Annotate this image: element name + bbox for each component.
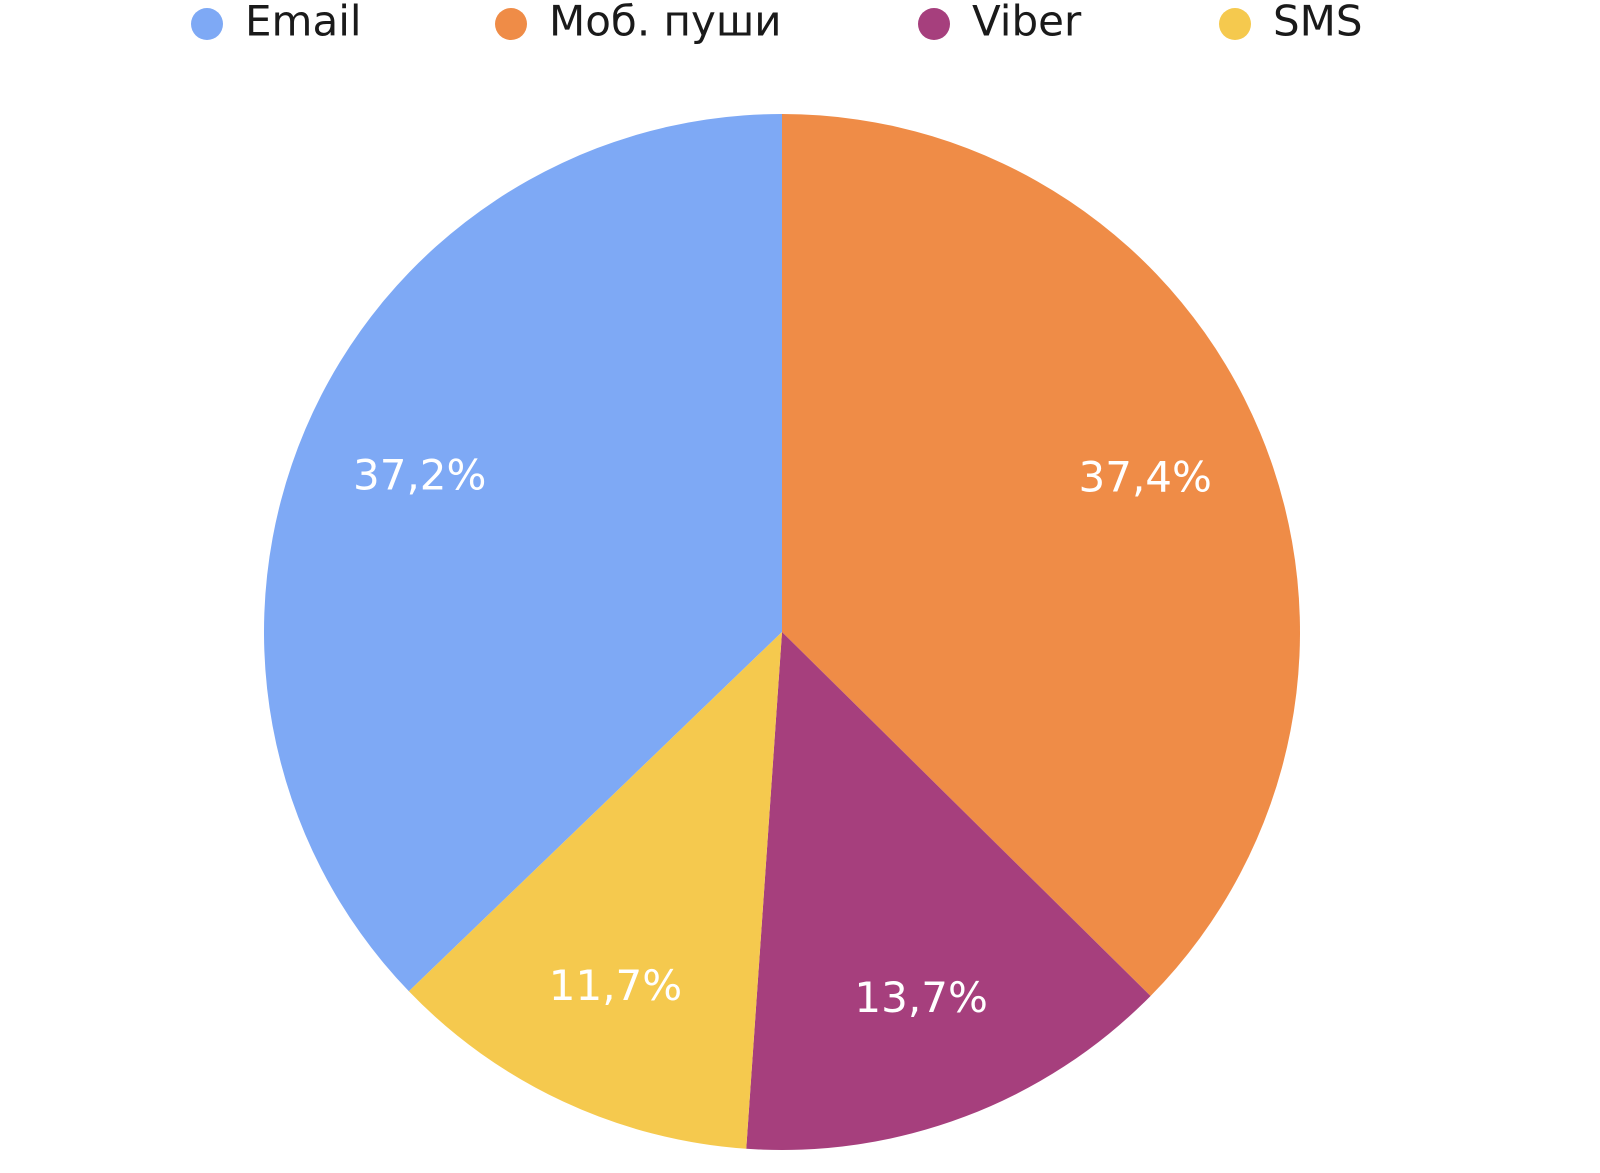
pie-slice [782, 114, 1300, 996]
legend-marker [1219, 8, 1251, 40]
slice-label: 37,4% [1079, 453, 1212, 502]
legend-marker [191, 8, 223, 40]
slice-label: 11,7% [549, 961, 682, 1010]
legend-label: Моб. пуши [549, 0, 782, 46]
slice-label: 37,2% [353, 450, 486, 499]
pie-slice [408, 632, 782, 1149]
pie-slice [746, 632, 1151, 1150]
legend-label: Viber [972, 0, 1082, 46]
pie-slice [264, 114, 782, 992]
legend-label: SMS [1273, 0, 1363, 46]
legend-marker [495, 8, 527, 40]
legend-marker [918, 8, 950, 40]
legend-label: Email [245, 0, 362, 46]
slice-label: 13,7% [854, 973, 987, 1022]
